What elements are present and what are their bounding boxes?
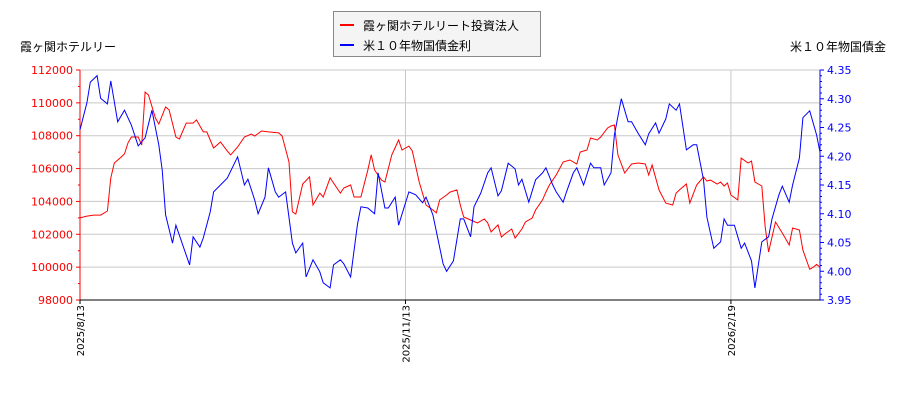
left-axis-tick-label: 98000 <box>38 294 73 307</box>
right-axis-title: 米１０年物国債金 <box>789 40 886 54</box>
legend-label: 米１０年物国債金利 <box>363 38 472 53</box>
left-axis-tick-label: 102000 <box>31 228 73 241</box>
series-line-us10y <box>79 74 821 289</box>
right-axis-tick-label: 4.00 <box>827 265 852 278</box>
left-axis-tick-label: 110000 <box>31 97 73 110</box>
left-axis-tick-label: 108000 <box>31 130 73 143</box>
left-axis-tick-label: 104000 <box>31 195 73 208</box>
right-axis-tick-label: 4.35 <box>827 64 852 77</box>
right-axis-tick-label: 4.25 <box>827 122 852 135</box>
right-axis-tick-label: 3.95 <box>827 294 852 307</box>
legend-item-us10y: 米１０年物国債金利 <box>340 36 471 54</box>
right-axis-tick-label: 4.20 <box>827 150 852 163</box>
x-axis-tick-label: 2026/2/19 <box>727 305 738 356</box>
left-axis-tick-label: 112000 <box>31 64 73 77</box>
right-axis-tick-label: 4.30 <box>827 93 852 106</box>
left-axis-tick-label: 106000 <box>31 163 73 176</box>
right-axis-tick-label: 4.15 <box>827 179 852 192</box>
x-axis-tick-label: 2025/8/13 <box>76 305 87 356</box>
left-axis-title: 霞ヶ関ホテルリー <box>20 40 117 54</box>
legend-swatch-red <box>340 24 354 26</box>
legend-item-hotel-reit: 霞ヶ関ホテルリート投資法人 <box>340 16 519 34</box>
legend-swatch-blue <box>340 44 354 46</box>
right-axis-tick-label: 4.05 <box>827 237 852 250</box>
series-line-hotel-reit <box>79 90 821 271</box>
legend-label: 霞ヶ関ホテルリート投資法人 <box>363 18 520 33</box>
right-axis-tick-label: 4.10 <box>827 208 852 221</box>
left-axis-tick-label: 100000 <box>31 261 73 274</box>
legend: 霞ヶ関ホテルリート投資法人 米１０年物国債金利 <box>333 11 541 57</box>
x-axis-tick-label: 2025/11/13 <box>401 305 412 363</box>
